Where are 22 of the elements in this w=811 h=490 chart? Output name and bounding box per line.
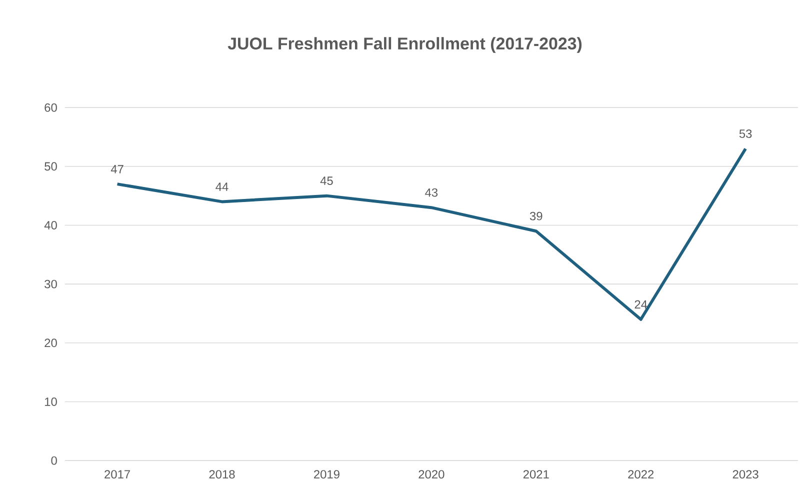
y-tick-label: 40 <box>44 221 57 230</box>
data-label: 45 <box>320 176 333 185</box>
y-tick-label: 0 <box>51 456 57 465</box>
chart-title: JUOL Freshmen Fall Enrollment (2017-2023) <box>228 37 582 53</box>
data-label: 43 <box>425 188 438 197</box>
x-tick-label: 2020 <box>418 470 444 479</box>
y-tick-label: 20 <box>44 338 57 348</box>
data-label: 47 <box>110 165 124 174</box>
y-tick-label: 50 <box>44 162 57 171</box>
y-tick-label: 10 <box>45 398 57 406</box>
data-label: 24 <box>634 300 648 309</box>
x-tick-label: 2019 <box>314 470 340 479</box>
x-tick-label: 2022 <box>628 470 654 479</box>
x-tick-label: 2018 <box>209 470 235 479</box>
x-tick-label: 2017 <box>104 470 130 479</box>
data-label: 44 <box>216 182 228 191</box>
data-label: 39 <box>530 212 542 220</box>
x-tick-label: 2023 <box>732 470 758 479</box>
y-tick-label: 60 <box>44 103 57 112</box>
data-label: 53 <box>739 129 752 138</box>
x-tick-label: 2021 <box>523 470 549 479</box>
y-tick-label: 30 <box>44 280 57 288</box>
